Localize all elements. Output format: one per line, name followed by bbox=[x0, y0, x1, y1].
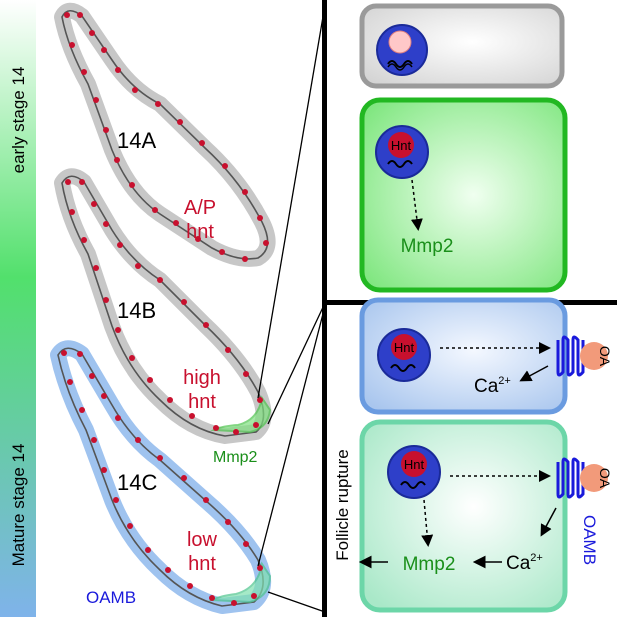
stage-label-mature: Mature stage 14 bbox=[9, 444, 28, 567]
blue-cell-nucleus: Hnt bbox=[377, 328, 431, 382]
bottom-right-panel: Hnt OA Ca2+ Hnt OA OAMB Ca2+ Mmp2 Follic… bbox=[333, 297, 613, 613]
hnt-to-mmp2-arrow bbox=[410, 179, 423, 231]
grey-cell-nucleus bbox=[376, 24, 428, 76]
stage-bar: early stage 14 Mature stage 14 bbox=[0, 0, 36, 617]
stage-label-early: early stage 14 bbox=[9, 67, 28, 174]
hnt-label: Hnt bbox=[391, 138, 412, 153]
mint-cell bbox=[359, 419, 568, 613]
dna-icon bbox=[390, 364, 416, 372]
dna-icon bbox=[387, 160, 413, 168]
oamb-receptor-icon-lower bbox=[556, 457, 585, 499]
follicle-14c-stage: 14C bbox=[117, 470, 157, 495]
follicle-14b-stage: 14B bbox=[117, 298, 156, 323]
oa-label-lower: OA bbox=[597, 468, 613, 489]
oa-ligand-icon-lower bbox=[580, 464, 608, 492]
receptor-to-calcium-arrow bbox=[519, 365, 549, 382]
follicle-14c-hnt-line2: hnt bbox=[188, 553, 216, 575]
mmp2-output-label: Mmp2 bbox=[401, 236, 454, 257]
oa-ligand-icon bbox=[580, 342, 608, 370]
follicle-14a: 14A A/P hnt bbox=[54, 2, 276, 267]
follicle-14a-nuclei bbox=[64, 12, 269, 262]
zoom-lines bbox=[257, 4, 326, 613]
top-right-panel: Hnt Mmp2 bbox=[359, 3, 568, 293]
follicle-14b-hnt-line1: high bbox=[183, 367, 221, 389]
receptor-to-calcium-arrow-lower bbox=[540, 507, 557, 537]
calcium-label-lower: Ca2+ bbox=[506, 552, 543, 574]
follicle-14b-mmp2-label: Mmp2 bbox=[213, 449, 258, 466]
hnt-label: Hnt bbox=[394, 340, 415, 355]
follicle-14a-stage: 14A bbox=[117, 128, 156, 153]
oa-label: OA bbox=[597, 346, 613, 367]
calcium-label: Ca2+ bbox=[474, 375, 511, 397]
green-cell-nucleus: Hnt bbox=[375, 125, 429, 179]
follicle-14c: 14C low hnt OAMB bbox=[50, 340, 272, 614]
mint-cell-nucleus: Hnt bbox=[387, 445, 441, 499]
hnt-label: Hnt bbox=[404, 457, 425, 472]
hnt-to-mmp2-arrow-lower bbox=[421, 499, 434, 547]
follicle-14c-hnt-line1: low bbox=[187, 529, 218, 551]
follicle-14c-mmp2-region bbox=[208, 561, 272, 604]
follicle-14c-nuclei bbox=[61, 350, 263, 606]
follicle-14b: 14B high hnt Mmp2 bbox=[54, 168, 272, 466]
dna-icon bbox=[387, 60, 413, 68]
dna-icon bbox=[400, 481, 426, 489]
follicle-14a-hnt-line2: hnt bbox=[186, 221, 214, 243]
blue-cell bbox=[359, 297, 568, 415]
follicle-14c-oamb-label: OAMB bbox=[86, 588, 136, 607]
oamb-receptor-icon bbox=[556, 335, 585, 377]
follicle-14b-hnt-line2: hnt bbox=[188, 391, 216, 413]
mmp2-label-lower: Mmp2 bbox=[403, 554, 456, 575]
oamb-label: OAMB bbox=[580, 515, 599, 565]
follicle-14b-nuclei bbox=[65, 179, 263, 435]
follicle-rupture-label: Follicle rupture bbox=[333, 449, 352, 561]
follicle-14a-hnt-line1: A/P bbox=[184, 197, 216, 219]
